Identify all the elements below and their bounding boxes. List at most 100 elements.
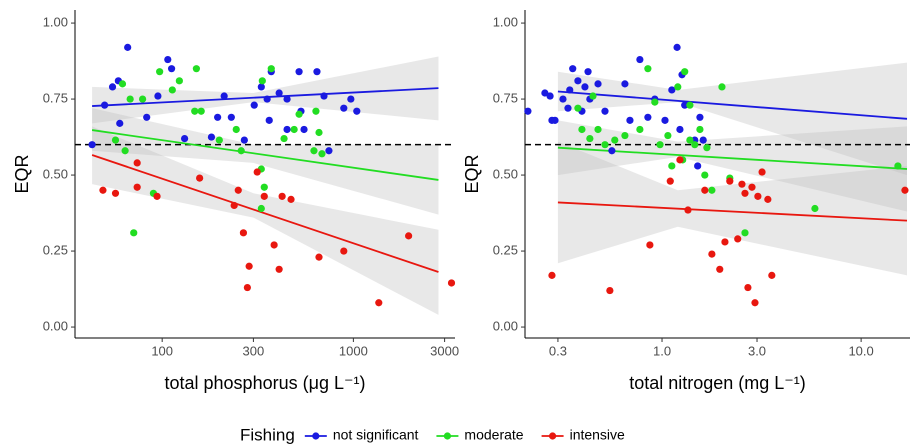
x-tick-label: 3.0 [748,343,766,358]
data-point [232,125,240,134]
data-point [111,136,120,144]
data-point [574,104,582,112]
data-point [270,241,278,249]
x-tick-label: 10.0 [848,343,873,358]
x-tick-label: 1000 [339,343,368,358]
data-point [257,83,265,91]
data-point [88,141,96,149]
data-point [601,141,609,149]
data-point [116,119,124,127]
data-point [121,147,129,155]
data-point [721,238,729,246]
data-point [569,65,577,73]
data-point [581,83,589,91]
data-point [674,83,682,91]
data-point [703,144,711,152]
data-point [744,283,752,292]
data-point [708,186,716,194]
data-point [754,192,762,200]
data-point [751,299,759,307]
data-point [234,186,242,194]
data-point [263,95,271,103]
data-point [283,125,291,134]
data-point [694,162,702,170]
data-point [287,195,295,203]
confidence-band [557,141,908,276]
y-axis-title: EQR [462,154,482,193]
data-point [578,125,586,134]
data-point [191,107,199,115]
legend: Fishing not significant moderate intensive [240,425,625,444]
data-point [260,192,268,200]
data-point [130,229,138,237]
confidence-band [92,126,439,315]
data-point [156,68,164,76]
data-point [758,168,766,176]
data-point [718,83,726,91]
confidence-band [557,62,908,176]
x-tick-label: 1.0 [653,343,671,358]
data-point [701,171,709,179]
data-point [601,107,609,115]
data-point [548,271,556,279]
data-point [275,265,283,273]
data-point [811,204,819,213]
x-tick-label: 100 [151,343,173,358]
data-point [684,206,692,214]
data-point [154,92,162,100]
data-point [283,95,291,103]
data-point [666,177,674,185]
data-point [139,95,147,103]
data-point [405,232,413,240]
data-point [686,136,694,144]
data-point [559,95,567,103]
data-point [197,107,205,115]
data-point [681,68,689,76]
data-point [124,43,132,51]
data-point [250,101,258,109]
data-point [708,250,716,258]
x-axis-title: total phosphorus (μg L⁻¹) [165,373,366,393]
fit-line [91,154,439,273]
data-point [180,134,189,143]
data-point [207,133,216,141]
x-tick-label: 0.3 [549,343,567,358]
data-point [133,159,141,167]
data-point [894,162,902,170]
data-point [681,101,689,109]
data-point [734,235,742,243]
data-point [340,247,348,255]
data-point [325,147,333,155]
data-point [901,186,909,194]
data-point [310,147,318,155]
data-point [258,77,266,85]
data-point [243,283,251,292]
data-point [611,136,619,144]
data-point [237,147,245,155]
data-point [636,125,644,134]
data-point [621,80,629,88]
data-point [566,86,574,94]
data-point [636,55,644,64]
data-point [656,141,664,149]
data-point [661,116,669,124]
data-point [768,271,776,279]
data-point [644,113,652,121]
y-tick-label: 0.25 [43,242,68,257]
fit-line [557,146,908,170]
data-point [265,116,273,124]
data-point [524,107,532,115]
fit-line [557,201,908,222]
y-tick-label: 0.00 [493,318,518,333]
data-point [108,83,117,91]
y-tick-label: 0.00 [43,318,68,333]
data-point [701,186,709,194]
legend-key-point [548,432,557,440]
data-point [167,65,176,73]
data-point [227,113,235,121]
data-point [668,86,676,94]
data-point [340,104,348,112]
data-point [313,68,321,76]
data-point [586,134,594,143]
x-tick-label: 3000 [430,343,459,358]
